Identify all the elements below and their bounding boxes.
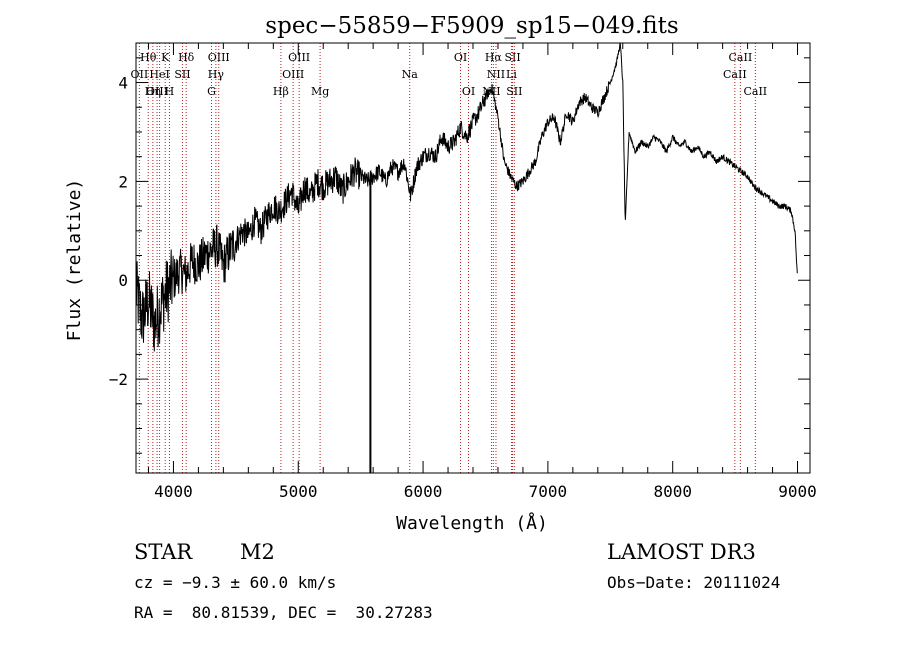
line-label-26: SII [506,85,522,98]
line-label-11: SII [174,68,190,81]
x-tick-label-0: 4000 [154,482,193,501]
line-label-9: OII [131,68,149,81]
line-label-8: CaII [729,51,753,64]
line-label-21: G [207,85,216,98]
line-label-18: OIII [146,85,168,98]
redshift-cz: cz = −9.3 ± 60.0 km/s [134,573,337,592]
plot-area [135,42,798,473]
x-tick-label-3: 7000 [529,482,568,501]
line-label-10: HeI [149,68,169,81]
y-axis-label: Flux (relative) [64,179,85,342]
x-axis-label: Wavelength (Å) [396,512,548,534]
line-label-16: Li [506,68,517,81]
line-label-23: Mg [311,85,329,98]
object-subclass: M2 [240,540,275,564]
line-label-3: OIII [208,51,230,64]
x-tick-label-1: 5000 [279,482,318,501]
line-label-22: Hβ [273,85,289,98]
line-label-6: Hα [485,51,503,64]
line-label-27: CaII [743,85,767,98]
line-label-5: OI [454,51,467,64]
line-label-17: CaII [723,68,747,81]
y-tick-label-2: 2 [118,172,128,191]
y-tick-label-1: 0 [118,271,128,290]
chart-title: spec−55859−F5909_sp15−049.fits [265,13,678,39]
line-label-19: Hη [145,85,161,98]
line-label-7: SII [504,51,520,64]
line-label-2: Hδ [178,51,195,64]
line-label-4: OIII [288,51,310,64]
line-label-14: Na [402,68,419,81]
plot-frame [135,42,811,474]
line-label-24: OI [462,85,475,98]
line-label-1: K [161,51,170,64]
line-label-15: NII [487,68,505,81]
y-tick-label-0: −2 [109,370,128,389]
x-tick-label-5: 9000 [778,482,817,501]
survey-name: LAMOST DR3 [607,540,756,564]
line-label-13: OIII [282,68,304,81]
coordinates: RA = 80.81539, DEC = 30.27283 [134,603,433,622]
axes: 4000 5000 6000 7000 8000 9000 −2 0 2 4 [109,43,817,501]
object-class: STAR [134,540,193,564]
spectrum-line [135,42,798,352]
x-tick-label-4: 8000 [653,482,692,501]
line-label-20: H [165,85,175,98]
y-tick-label-3: 4 [118,74,128,93]
observation-date: Obs−Date: 20111024 [607,573,781,592]
line-label-12: Hγ [208,68,225,81]
line-label-0: Hθ [140,51,157,64]
x-tick-label-2: 6000 [404,482,443,501]
